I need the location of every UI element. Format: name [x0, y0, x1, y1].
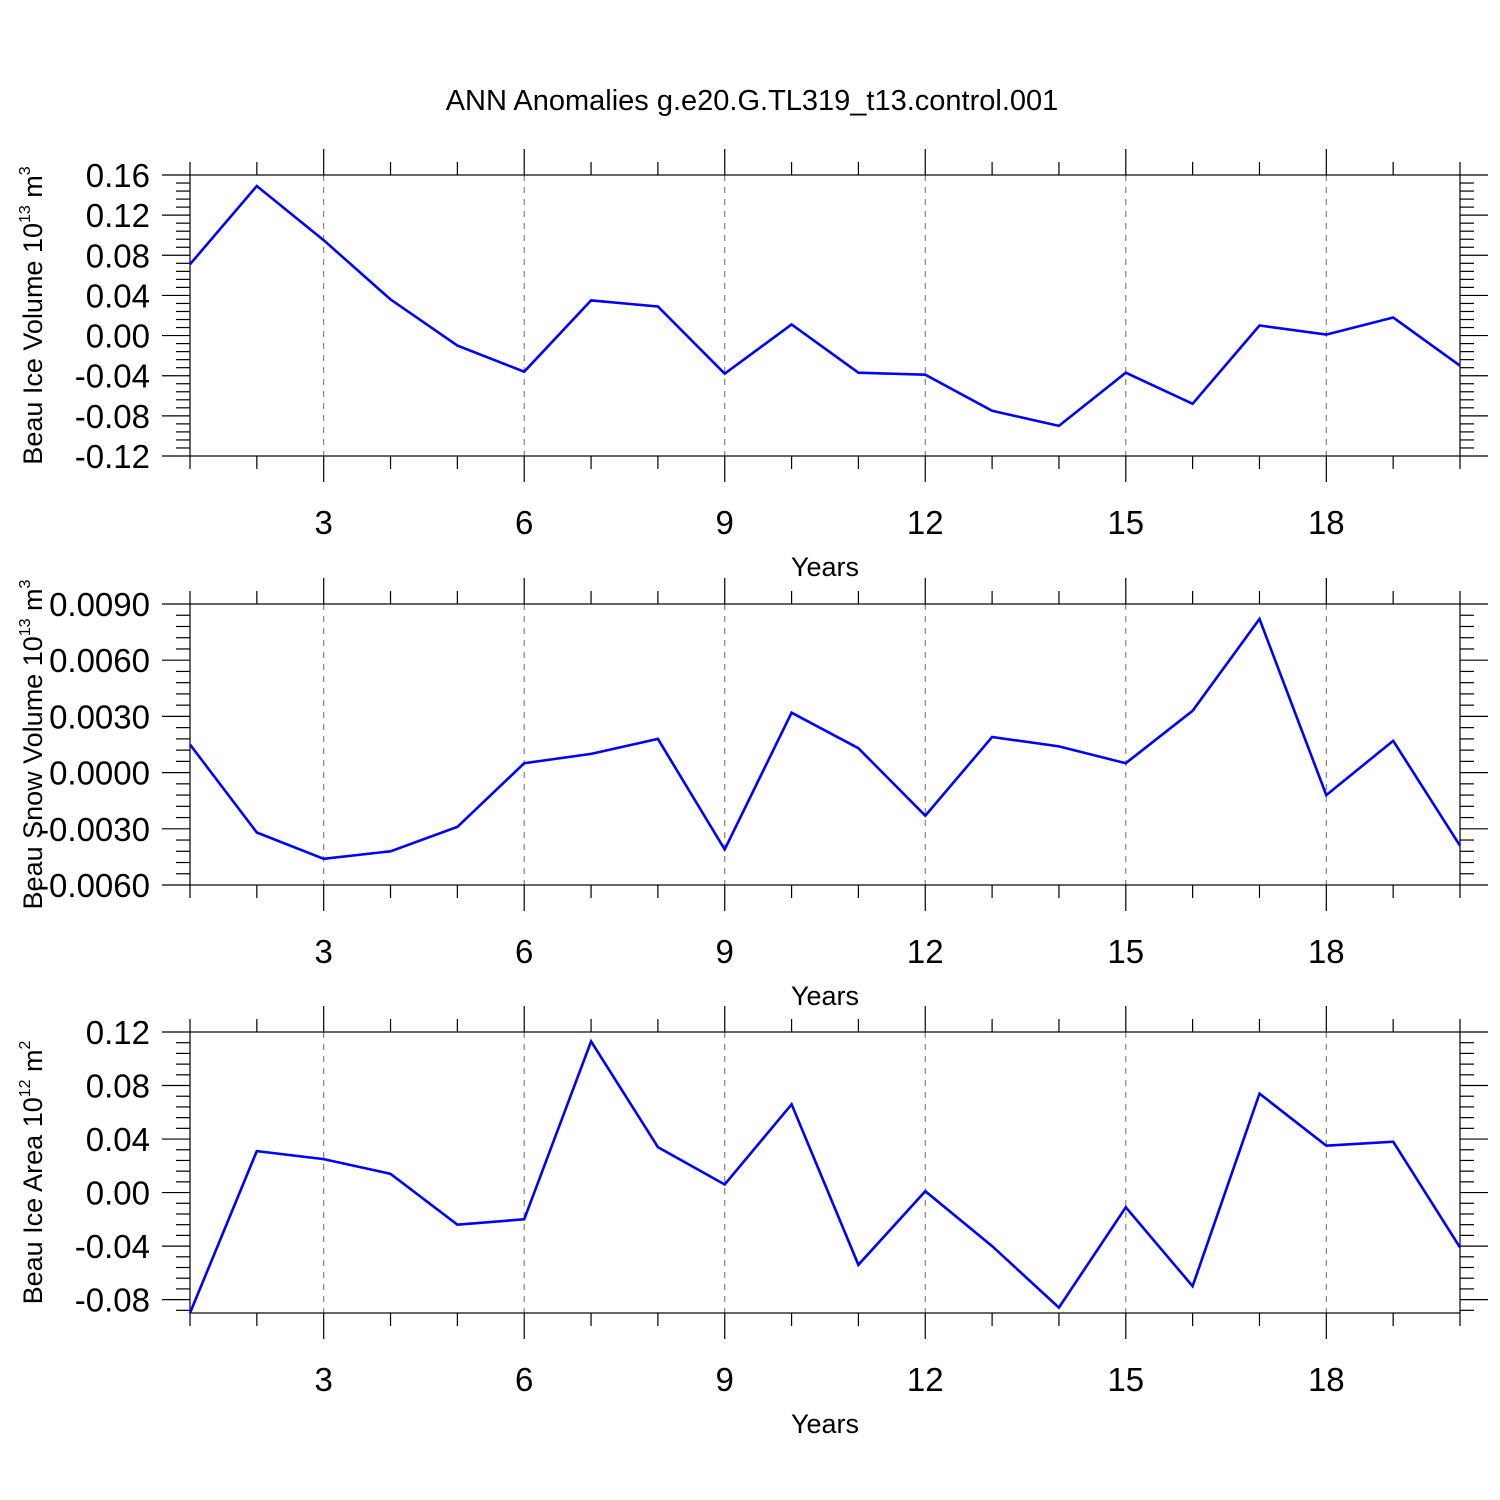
x-tick-label: 18: [1308, 504, 1345, 541]
y-axis-label-unit: m: [18, 1049, 48, 1079]
y-tick-label: 0.0060: [49, 642, 150, 679]
panel-2: 3 6 9 12 15 18 Years -0.0060 -0.0030 0.0000 0.0030…: [17, 578, 1488, 1011]
x-tick-label: 3: [315, 1361, 333, 1398]
y-tick-label: 0.08: [86, 237, 150, 274]
y-axis-label-main: Beau Snow Volume 10: [18, 636, 48, 909]
y-axis-label-main: Beau Ice Volume 10: [18, 223, 48, 465]
y-tick-label: 0.00: [86, 318, 150, 355]
x-axis-label: Years: [791, 1409, 859, 1439]
plot-frame: [189, 1031, 1461, 1314]
y-tick-label: 0.04: [86, 277, 150, 314]
x-tick-label: 15: [1107, 933, 1144, 970]
y-axis-label: Beau Ice Area 1012 m2: [17, 1040, 48, 1304]
x-axis-label: Years: [791, 981, 859, 1011]
y-tick-label: -0.0030: [38, 811, 150, 848]
x-tick-label: 3: [315, 504, 333, 541]
y-axis-label-unit-exponent: 3: [17, 166, 34, 175]
y-tick-label: -0.12: [75, 438, 150, 475]
y-tick-label: 0.0090: [49, 586, 150, 623]
x-axis-label: Years: [791, 552, 859, 582]
y-tick-label: -0.04: [75, 1228, 150, 1265]
y-tick-label: 0.16: [86, 157, 150, 194]
x-tick-label: 3: [315, 933, 333, 970]
y-axis-label-exponent: 13: [17, 618, 34, 636]
y-tick-label: -0.08: [75, 398, 150, 435]
x-tick-label: 9: [716, 1361, 734, 1398]
x-tick-label: 18: [1308, 933, 1345, 970]
y-axis-label-unit-exponent: 2: [17, 1040, 34, 1049]
figure-title: ANN Anomalies g.e20.G.TL319_t13.control.…: [446, 85, 1059, 117]
plot-frame: [189, 174, 1461, 457]
y-tick-label: 0.0000: [49, 755, 150, 792]
series-line: [188, 1038, 1462, 1314]
panel-3: 3 6 9 12 15 18 Years -0.08 -0.04 0.00 0.04 0.08 0.12…: [17, 1006, 1488, 1439]
x-tick-label: 15: [1107, 504, 1144, 541]
y-tick-label: -0.04: [75, 358, 150, 395]
y-axis-label-exponent: 13: [17, 205, 34, 223]
x-tick-label: 12: [907, 933, 944, 970]
y-tick-label: 0.00: [86, 1175, 150, 1212]
y-tick-label: 0.12: [86, 197, 150, 234]
y-axis-label-main: Beau Ice Area 10: [18, 1097, 48, 1304]
y-axis-label: Beau Snow Volume 1013 m3: [17, 579, 48, 909]
y-tick-label: 0.04: [86, 1121, 150, 1158]
y-tick-label: 0.0030: [49, 698, 150, 735]
x-tick-label: 6: [515, 1361, 533, 1398]
x-tick-label: 12: [907, 1361, 944, 1398]
y-axis-label-exponent: 12: [17, 1079, 34, 1097]
y-tick-label: -0.08: [75, 1282, 150, 1319]
panels: 3 6 9 12 15 18Years-0.12-0.08-0.040.000.040.0…: [17, 149, 1488, 1439]
panel-1: 3 6 9 12 15 18 Years -0.12-0.08-0.040.00 0.040.0…: [17, 149, 1488, 582]
y-axis-label-unit-exponent: 3: [17, 579, 34, 588]
y-axis-label: Beau Ice Volume 1013 m3: [17, 166, 48, 464]
y-tick-label: 0.12: [86, 1014, 150, 1051]
x-tick-label: 9: [716, 933, 734, 970]
x-tick-label: 9: [716, 504, 734, 541]
x-tick-label: 15: [1107, 1361, 1144, 1398]
x-tick-label: 18: [1308, 1361, 1345, 1398]
series-line: [189, 184, 1461, 428]
x-tick-label: 6: [515, 504, 533, 541]
y-axis-label-unit: m: [18, 588, 48, 618]
x-tick-label: 6: [515, 933, 533, 970]
y-tick-label: 0.08: [86, 1068, 150, 1105]
y-tick-label: -0.0060: [38, 867, 150, 904]
series-line: [188, 616, 1462, 861]
y-axis-label-unit: m: [18, 175, 48, 205]
x-tick-label: 12: [907, 504, 944, 541]
